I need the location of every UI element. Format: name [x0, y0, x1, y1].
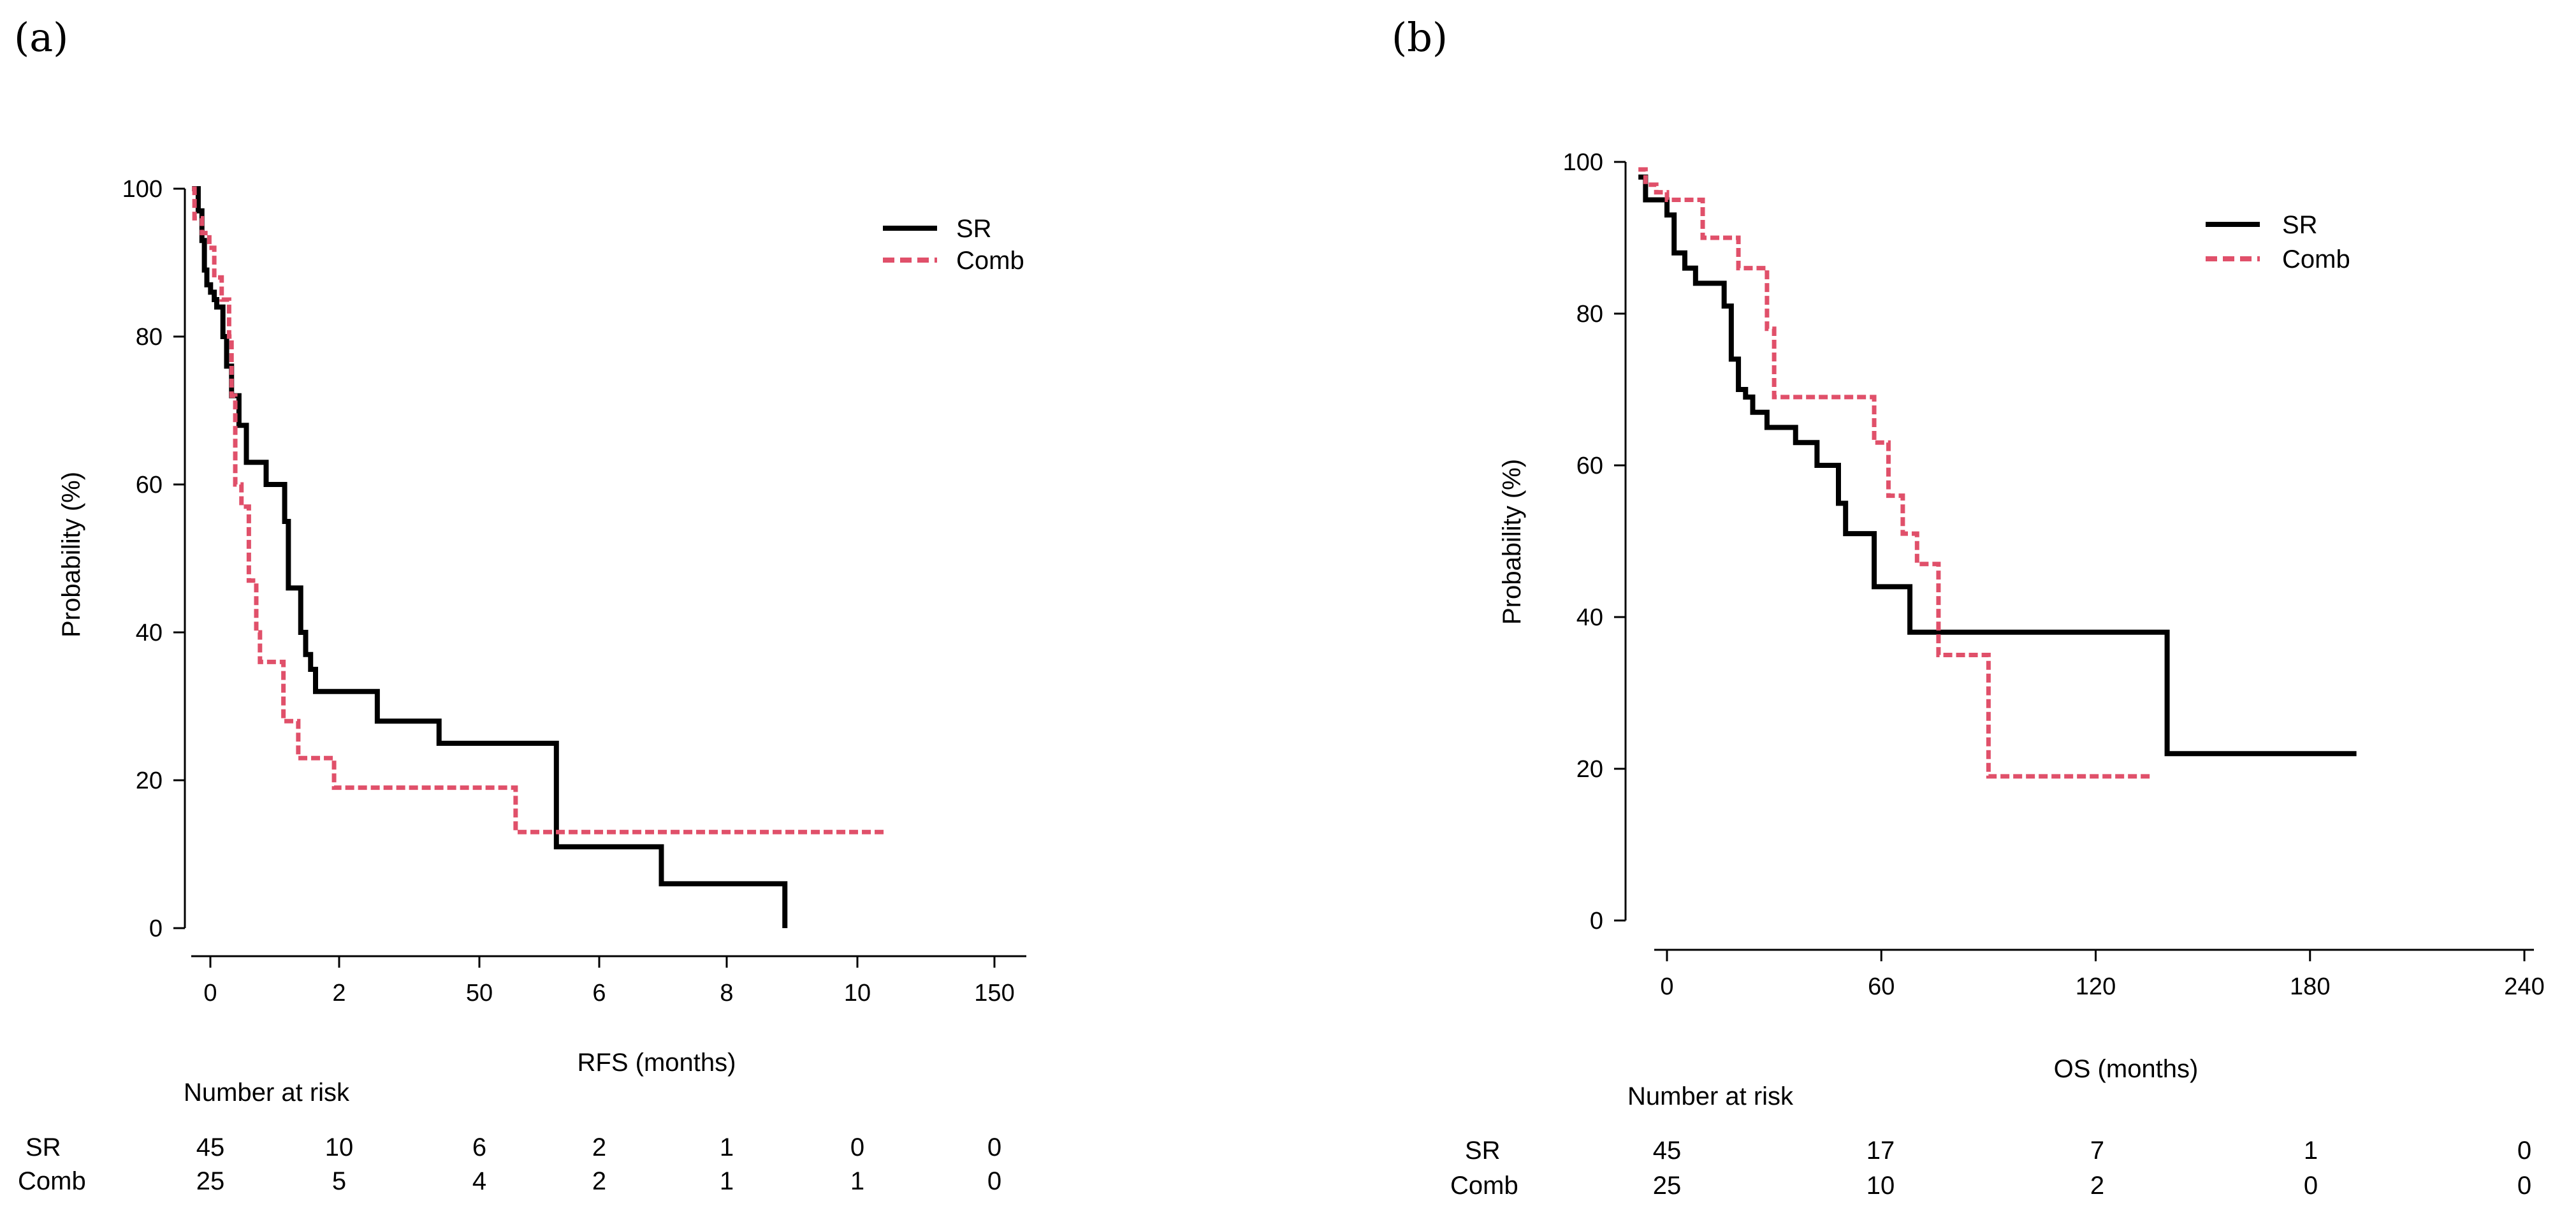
a-risk-sr-0: 45	[196, 1133, 225, 1161]
b-risk-comb-3: 0	[2304, 1172, 2318, 1200]
b-risk-comb-4: 0	[2517, 1172, 2531, 1200]
risk-row-label-comb: Comb	[1450, 1172, 1518, 1200]
panel-b-x-ticks: 0 60 120 180 240	[1660, 950, 2545, 1000]
a-y-tick-label-0: 0	[149, 915, 163, 942]
panel-b-label: (b)	[1392, 14, 1448, 61]
a-risk-comb-0: 25	[196, 1167, 225, 1195]
a-y-tick-label-80: 80	[136, 324, 163, 351]
a-risk-sr-4: 1	[720, 1133, 734, 1161]
legend-label-sr: SR	[956, 215, 992, 243]
b-risk-sr-3: 1	[2304, 1137, 2318, 1165]
b-risk-sr-2: 7	[2090, 1137, 2104, 1165]
legend-label-comb: Comb	[2282, 245, 2350, 273]
a-risk-comb-1: 5	[332, 1167, 346, 1195]
risk-row-label-sr: SR	[1465, 1137, 1501, 1165]
panel-b-x-title: OS (months)	[2054, 1055, 2199, 1083]
b-risk-comb-0: 25	[1653, 1172, 1682, 1200]
b-risk-sr-0: 45	[1653, 1137, 1682, 1165]
b-x-tick-label-3: 180	[2290, 973, 2330, 1000]
panel-b-risk-table: Number at risk SR Comb 45 17 7 1 025 10 2 0 0	[1450, 1082, 2531, 1200]
b-y-tick-label-20: 20	[1576, 756, 1603, 783]
a-risk-comb-3: 2	[592, 1167, 606, 1195]
b-y-tick-label-40: 40	[1576, 604, 1603, 631]
a-risk-comb-5: 1	[850, 1167, 864, 1195]
a-risk-comb-2: 4	[472, 1167, 486, 1195]
panel-a-x-ticks: 0 2 50 6 8 10 150	[203, 956, 1015, 1007]
a-x-tick-label-4: 8	[720, 980, 733, 1007]
a-y-tick-label-60: 60	[136, 472, 163, 498]
a-risk-sr-3: 2	[592, 1133, 606, 1161]
a-risk-sr-2: 6	[472, 1133, 486, 1161]
b-curve-sr	[1638, 174, 2357, 757]
a-risk-sr-5: 0	[850, 1133, 864, 1161]
a-x-tick-label-0: 0	[203, 980, 217, 1007]
b-x-tick-label-4: 240	[2504, 973, 2544, 1000]
b-y-tick-label-60: 60	[1576, 453, 1603, 479]
panel-b-legend: SR Comb	[2206, 211, 2350, 273]
b-curve-comb	[1638, 167, 2153, 779]
panel-b-curves	[1638, 167, 2357, 779]
panel-a-x-title: RFS (months)	[578, 1049, 736, 1077]
panel-b-y-title: Probability (%)	[1498, 459, 1526, 625]
b-x-tick-label-1: 60	[1868, 973, 1895, 1000]
a-risk-sr-6: 0	[987, 1133, 1001, 1161]
panel-b-y-ticks: 0 20 40 60 80 100	[1563, 149, 1626, 935]
a-y-tick-label-40: 40	[136, 620, 163, 646]
panel-a-risk-values: 45 10 6 2 1 0 025 5 4 2 1 1 0	[196, 1133, 1001, 1195]
a-x-tick-label-1: 2	[332, 980, 346, 1007]
b-y-tick-label-100: 100	[1563, 149, 1603, 176]
b-risk-sr-4: 0	[2517, 1137, 2531, 1165]
panel-a-risk-table: Number at risk SR Comb 45 10 6 2 1 0 025 5 4 2 1 1 0	[18, 1079, 1001, 1195]
a-x-tick-label-6: 150	[974, 980, 1014, 1007]
panel-a-y-ticks: 0 20 40 60 80 100	[122, 176, 185, 942]
a-y-tick-label-20: 20	[136, 768, 163, 794]
risk-row-label-sr: SR	[25, 1133, 61, 1161]
a-x-tick-label-2: 50	[466, 980, 493, 1007]
risk-table-title: Number at risk	[184, 1079, 350, 1107]
b-y-tick-label-80: 80	[1576, 301, 1603, 328]
panel-a-legend: SR Comb	[883, 215, 1024, 275]
panel-a-label: (a)	[14, 14, 68, 61]
risk-row-label-comb: Comb	[18, 1167, 86, 1195]
a-risk-comb-6: 0	[987, 1167, 1001, 1195]
b-y-tick-label-0: 0	[1590, 908, 1603, 935]
panel-a-curves	[192, 186, 884, 928]
b-risk-comb-1: 10	[1867, 1172, 1895, 1200]
b-x-tick-label-2: 120	[2076, 973, 2116, 1000]
a-risk-sr-1: 10	[325, 1133, 354, 1161]
b-x-tick-label-0: 0	[1660, 973, 1673, 1000]
a-x-tick-label-3: 6	[592, 980, 606, 1007]
b-risk-comb-2: 2	[2090, 1172, 2104, 1200]
a-curve-sr	[192, 186, 788, 928]
b-risk-sr-1: 17	[1867, 1137, 1895, 1165]
a-curve-comb	[192, 186, 884, 834]
a-x-tick-label-5: 10	[844, 980, 871, 1007]
a-risk-comb-4: 1	[720, 1167, 734, 1195]
legend-label-comb: Comb	[956, 247, 1024, 275]
a-y-tick-label-100: 100	[122, 176, 163, 203]
legend-label-sr: SR	[2282, 211, 2318, 239]
risk-table-title: Number at risk	[1627, 1082, 1794, 1110]
panel-b-risk-values: 45 17 7 1 025 10 2 0 0	[1653, 1137, 2531, 1200]
panel-a-y-title: Probability (%)	[57, 472, 85, 637]
